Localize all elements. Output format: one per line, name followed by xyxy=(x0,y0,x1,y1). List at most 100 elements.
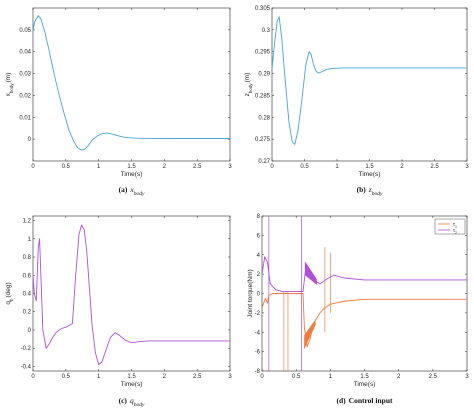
x-tick-label: 2 xyxy=(163,164,167,170)
panel-caption: (c) qbody xyxy=(119,396,145,408)
y-tick-label: 0.305 xyxy=(255,6,271,12)
y-tick-label: 1.2 xyxy=(23,219,32,225)
x-tick-label: 2.5 xyxy=(193,374,202,380)
y-tick-label: 0.27 xyxy=(258,159,270,165)
plot-area-a xyxy=(32,7,231,162)
y-label-sub: body xyxy=(9,83,14,94)
caption-sub: body xyxy=(372,191,383,197)
panel-caption: (b) zbody xyxy=(357,185,383,197)
y-tick-label: 0 xyxy=(28,137,32,143)
series-line-d-1 xyxy=(262,256,467,293)
series-line-b-0 xyxy=(272,16,467,145)
x-axis-label: Time(s) xyxy=(359,171,381,178)
y-tick-label: 8 xyxy=(257,214,261,220)
plot-area-c xyxy=(32,215,231,372)
legend-label: τ1 xyxy=(453,222,457,229)
x-tick-label: 0 xyxy=(260,374,264,380)
panel-a-x-body: 0 0.5 1 1.5 2 2.5 3 0 0.01 0.02 0.03 0.04 0.05 Time(s… xyxy=(5,7,232,197)
y-tick-label: -0.2 xyxy=(21,346,32,352)
x-tick-label: 0.5 xyxy=(292,374,301,380)
x-tick-label: 0 xyxy=(31,164,35,170)
series-line-d-0 xyxy=(262,293,467,348)
y-tick-label: 0.01 xyxy=(19,115,31,121)
caption-text: Control input xyxy=(349,396,393,405)
x-tick-label: 0 xyxy=(31,374,35,380)
x-tick-label: 1 xyxy=(335,164,339,170)
y-tick-label: -0.4 xyxy=(21,364,32,370)
y-tick-label: 0.285 xyxy=(255,93,271,99)
y-tick-label: 0.28 xyxy=(258,115,270,121)
y-tick-label: -4 xyxy=(255,330,261,336)
x-tick-label: 1.5 xyxy=(127,374,136,380)
caption-label: (d) xyxy=(336,396,346,405)
plot-area-b xyxy=(271,7,468,162)
y-axis-label: Joint torque(Nm) xyxy=(247,269,254,317)
legend-label: τ2 xyxy=(453,228,457,235)
y-tick-label: 0.02 xyxy=(19,93,31,99)
y-tick-label: 0.05 xyxy=(19,28,31,34)
x-tick-label: 3 xyxy=(228,374,232,380)
y-axis-label: xbody(m) xyxy=(5,73,14,97)
x-tick-label: 3 xyxy=(465,164,469,170)
x-tick-label: 1 xyxy=(97,374,101,380)
x-tick-label: 0.5 xyxy=(62,164,71,170)
x-tick-label: 0.5 xyxy=(62,374,71,380)
x-tick-label: 0.5 xyxy=(300,164,309,170)
y-tick-label: 0.4 xyxy=(23,292,32,298)
y-tick-label: 0.6 xyxy=(23,273,32,279)
y-tick-label: 6 xyxy=(257,233,261,239)
x-tick-label: 2.5 xyxy=(430,164,439,170)
legend-label-sub: 1 xyxy=(455,225,457,229)
y-label-main: x xyxy=(5,92,12,96)
y-tick-label: 1 xyxy=(28,237,32,243)
x-tick-label: 1.5 xyxy=(127,164,136,170)
caption-sub: body xyxy=(134,402,145,408)
y-tick-label: 0.8 xyxy=(23,255,32,261)
legend-label-sub: 2 xyxy=(455,231,457,235)
panel-caption: (d) Control input xyxy=(336,396,393,405)
caption-label: (c) xyxy=(119,396,128,405)
legend-label-main: τ xyxy=(453,228,455,234)
y-tick-label: -8 xyxy=(255,369,261,375)
y-tick-label: 0.04 xyxy=(19,50,31,56)
y-tick-label: -6 xyxy=(255,350,261,356)
y-label-sub: body xyxy=(248,83,253,94)
y-tick-label: 0.2 xyxy=(23,310,32,316)
panel-c-q-body: 0 0.5 1 1.5 2 2.5 3 -0.4 -0.2 0 0.2 0.4 0.6 0.8 1 1.2 Ti… xyxy=(5,215,232,408)
legend-label-main: τ xyxy=(453,222,455,228)
caption-math: x xyxy=(129,185,134,194)
tau-1-oscillation xyxy=(304,320,316,349)
caption-math: z xyxy=(368,185,372,194)
x-tick-label: 0 xyxy=(270,164,274,170)
y-axis-label: qb(deg) xyxy=(5,282,14,304)
x-tick-label: 3 xyxy=(465,374,469,380)
y-label-sub: b xyxy=(9,298,14,301)
x-tick-label: 2 xyxy=(397,374,401,380)
x-tick-label: 2 xyxy=(163,374,167,380)
y-tick-label: 0.3 xyxy=(262,28,271,34)
y-tick-label: -2 xyxy=(255,311,261,317)
x-axis-label: Time(s) xyxy=(121,171,143,178)
panel-b-z-body: 0 0.5 1 1.5 2 2.5 3 0.27 0.275 0.28 0.285 0.29 0.295… xyxy=(244,6,469,197)
caption-math: q xyxy=(130,396,134,405)
x-tick-label: 1.5 xyxy=(360,374,369,380)
panel-d-control-input: 0 0.5 1 1.5 2 2.5 3 -8 -6 -4 -2 0 2 4 6 8 Time(s) Joint t… xyxy=(247,214,469,405)
y-label-unit: (m) xyxy=(244,73,251,83)
x-tick-label: 2.5 xyxy=(193,164,202,170)
y-tick-label: 0.275 xyxy=(255,137,271,143)
y-label-main: q xyxy=(5,301,12,305)
y-label-unit: (m) xyxy=(5,73,12,83)
x-tick-label: 1.5 xyxy=(365,164,374,170)
x-tick-label: 1 xyxy=(329,374,333,380)
y-tick-label: 0.29 xyxy=(258,72,270,78)
y-tick-label: 0.03 xyxy=(19,72,31,78)
y-tick-label: 4 xyxy=(257,253,261,259)
x-tick-label: 1 xyxy=(97,164,101,170)
x-axis-label: Time(s) xyxy=(121,381,143,388)
series-line-c-0 xyxy=(33,224,230,366)
x-axis-label: Time(s) xyxy=(354,381,376,388)
caption-label: (b) xyxy=(357,185,367,194)
tau-2-oscillation xyxy=(304,261,317,285)
y-label-unit: (deg) xyxy=(5,282,12,297)
